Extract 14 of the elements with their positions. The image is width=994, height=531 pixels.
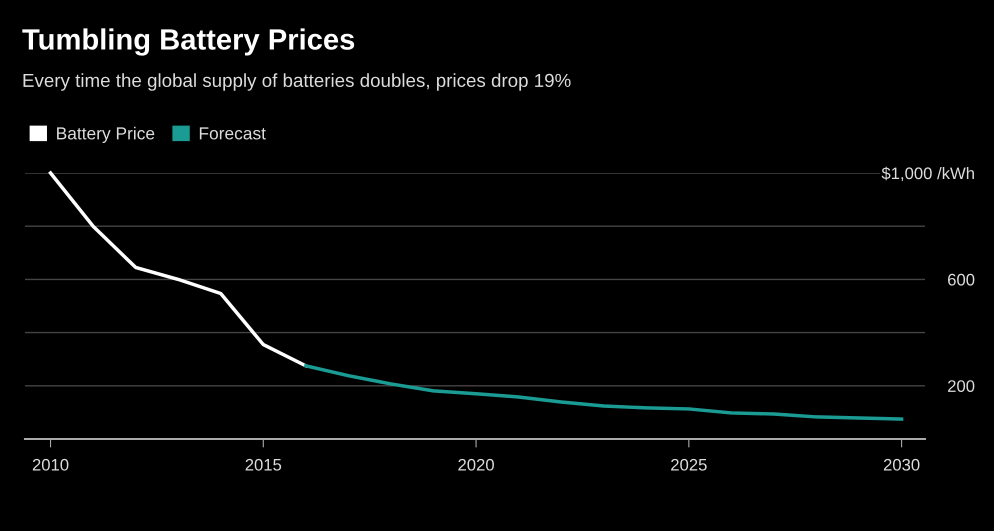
- legend-label: Forecast: [200, 127, 266, 140]
- x-tick-label: 2020: [458, 458, 494, 471]
- line-series: [304, 364, 904, 421]
- x-tick-label: 2030: [884, 458, 920, 471]
- y-tick-label: 200: [948, 380, 974, 392]
- x-tick-label: 2025: [671, 458, 707, 471]
- x-tick-label: 2015: [246, 458, 282, 471]
- chart-title: Tumbling Battery Prices: [22, 28, 354, 56]
- legend-label: Battery Price: [57, 126, 154, 143]
- x-tick-label: 2010: [32, 458, 68, 471]
- y-tick-label: 600: [948, 274, 974, 286]
- line-series: [48, 171, 308, 368]
- chart-subtitle: Every time the global supply of batteries doubles, prices drop 19%: [24, 73, 571, 91]
- y-tick-label: $1,000 /kWh: [882, 166, 974, 182]
